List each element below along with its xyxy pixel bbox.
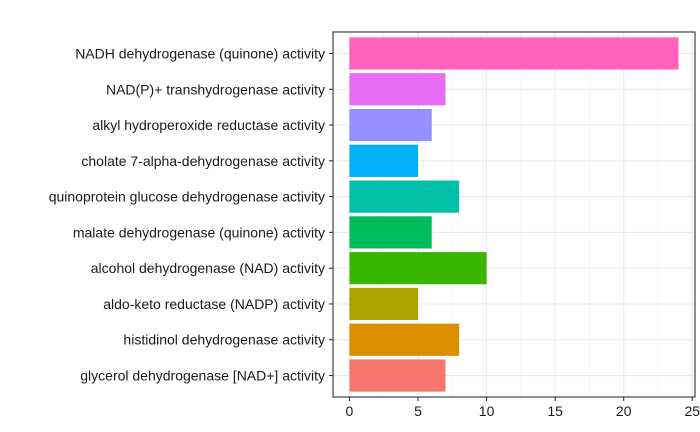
bar xyxy=(349,287,419,321)
bar xyxy=(349,323,460,356)
y-tick-label: quinoprotein glucose dehydrogenase activ… xyxy=(49,189,325,205)
bar xyxy=(349,144,419,177)
y-tick-label: aldo-keto reductase (NADP) activity xyxy=(103,296,325,312)
x-tick-label: 0 xyxy=(346,403,354,419)
x-tick-label: 10 xyxy=(479,403,495,419)
y-axis: glycerol dehydrogenase [NAD+] activity hi… xyxy=(49,45,333,384)
y-tick-label: histidinol dehydrogenase activity xyxy=(123,332,325,348)
bar xyxy=(349,108,432,142)
x-tick-label: 5 xyxy=(414,403,422,419)
bar xyxy=(349,37,679,70)
y-tick-label: alcohol dehydrogenase (NAD) activity xyxy=(91,260,325,276)
x-tick-label: 20 xyxy=(616,403,632,419)
y-tick-label: NAD(P)+ transhydrogenase activity xyxy=(106,81,325,97)
bar xyxy=(349,216,432,249)
y-tick-label: NADH dehydrogenase (quinone) activity xyxy=(75,45,325,61)
y-tick-label: cholate 7-alpha-dehydrogenase activity xyxy=(81,153,325,169)
bar xyxy=(349,359,446,392)
bars xyxy=(349,37,679,392)
bar xyxy=(349,73,446,106)
grid-lines xyxy=(333,32,695,397)
x-axis: 0 5 10 15 20 25 xyxy=(346,397,700,419)
bar xyxy=(349,252,487,285)
y-tick-label: malate dehydrogenase (quinone) activity xyxy=(73,224,325,240)
x-tick-label: 25 xyxy=(684,403,700,419)
bar xyxy=(349,180,460,213)
y-tick-label: alkyl hydroperoxide reductase activity xyxy=(92,117,325,133)
y-tick-label: glycerol dehydrogenase [NAD+] activity xyxy=(80,368,325,384)
x-tick-label: 15 xyxy=(547,403,563,419)
panel-border xyxy=(332,31,696,398)
